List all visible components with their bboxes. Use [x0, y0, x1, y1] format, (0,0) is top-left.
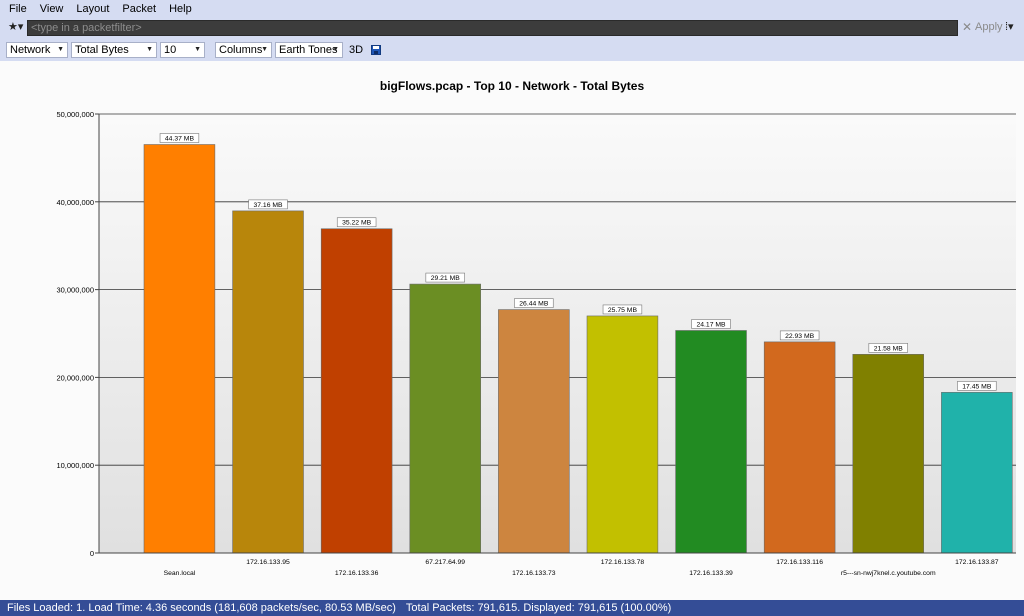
palette-select-value: Earth Tones: [279, 44, 338, 56]
save-icon[interactable]: [371, 45, 381, 55]
data-label-box: [514, 298, 554, 308]
bar: [941, 392, 1013, 554]
y-tick-label: 0: [90, 549, 94, 558]
chart-panel: bigFlows.pcap - Top 10 - Network - Total…: [0, 61, 1024, 600]
y-tick-label: 30,000,000: [56, 286, 94, 295]
x-axis-ticks: Sean.local 172.16.133.95 172.16.133.36 67.2…: [164, 559, 999, 577]
data-label-box: [159, 133, 200, 143]
layer-select-value: Network: [10, 44, 51, 56]
filter-bar: ★▾ <type in a packetfilter> ✕ Apply ⁞▾: [0, 17, 1024, 39]
bar: [409, 283, 481, 554]
chevron-down-icon: ▼: [261, 46, 268, 53]
data-label-box: [602, 304, 643, 315]
x-tick-label: 172.16.133.78: [601, 559, 645, 566]
packet-filter-input[interactable]: <type in a packetfilter>: [27, 20, 958, 36]
data-label: 37.16 MB: [253, 202, 283, 209]
x-tick-label: 67.217.64.99: [425, 559, 465, 566]
top-n-select-value: 10: [164, 44, 177, 56]
y-tick-label: 20,000,000: [56, 373, 94, 382]
menu-layout[interactable]: Layout: [76, 2, 110, 15]
data-label: 35.22 MB: [342, 220, 372, 227]
x-tick-label: 172.16.133.87: [955, 559, 999, 566]
x-tick-label: Sean.local: [164, 570, 196, 577]
bar-chart: bigFlows.pcap - Top 10 - Network - Total…: [56, 79, 1016, 577]
y-axis-ticks: 0 10,000,000 20,000,000 30,000,000 40,000,00…: [56, 110, 99, 558]
data-labels: 44.37 MB 37.16 MB 35.22 MB 29.21 MB 26.44 MB…: [159, 133, 997, 391]
data-label: 25.75 MB: [608, 307, 638, 314]
x-tick-label: 172.16.133.73: [512, 570, 556, 577]
bar: [143, 144, 216, 554]
saved-filters-star-icon[interactable]: ★▾: [8, 21, 24, 33]
metric-select-value: Total Bytes: [75, 44, 129, 56]
chart-toolbar: Network ▼ Total Bytes ▼ 10 ▼ Columns ▼ E…: [0, 39, 1024, 61]
menu-help[interactable]: Help: [169, 2, 192, 15]
y-tick-label: 50,000,000: [56, 110, 94, 119]
y-tick-label: 40,000,000: [56, 198, 94, 207]
status-packet-count: Total Packets: 791,615. Displayed: 791,6…: [405, 602, 672, 614]
data-label: 17.45 MB: [962, 383, 992, 390]
clear-filter-icon[interactable]: ✕: [962, 20, 973, 34]
data-label: 24.17 MB: [696, 321, 726, 328]
apply-filter-button[interactable]: Apply: [975, 21, 1003, 33]
data-label: 26.44 MB: [519, 301, 549, 308]
data-label: 22.93 MB: [785, 333, 815, 340]
chevron-down-icon: ▼: [332, 46, 339, 53]
bar: [586, 315, 659, 554]
data-label-box: [336, 217, 377, 228]
bar: [763, 341, 836, 554]
y-tick-label: 10,000,000: [56, 461, 94, 470]
chevron-down-icon: ▼: [146, 46, 153, 53]
data-label-box: [248, 199, 288, 210]
x-tick-label: 172.16.133.36: [335, 570, 379, 577]
bar: [232, 210, 304, 554]
menu-file[interactable]: File: [9, 2, 27, 15]
status-bar: Files Loaded: 1. Load Time: 4.36 seconds…: [0, 600, 1024, 616]
data-label: 29.21 MB: [431, 275, 461, 282]
chevron-down-icon: ▼: [57, 46, 64, 53]
bar: [852, 354, 924, 554]
chart-title: bigFlows.pcap - Top 10 - Network - Total…: [380, 79, 645, 93]
filter-options-icon[interactable]: ⁞▾: [1005, 21, 1014, 33]
bar: [675, 330, 747, 554]
bar: [498, 309, 570, 554]
top-n-select[interactable]: 10 ▼: [160, 42, 205, 58]
chevron-down-icon: ▼: [194, 46, 201, 53]
data-label-box: [957, 381, 997, 391]
chart-style-select[interactable]: Columns ▼: [215, 42, 272, 58]
data-label-box: [868, 343, 908, 353]
toggle-3d-button[interactable]: 3D: [349, 44, 364, 56]
status-files-loaded: Files Loaded: 1. Load Time: 4.36 seconds…: [7, 602, 396, 614]
palette-select[interactable]: Earth Tones ▼: [275, 42, 343, 58]
data-label: 21.58 MB: [874, 345, 904, 352]
bars: [143, 144, 1013, 554]
menu-view[interactable]: View: [39, 2, 64, 15]
layer-select[interactable]: Network ▼: [6, 42, 68, 58]
chart-style-select-value: Columns: [219, 44, 263, 56]
menu-bar: File View Layout Packet Help: [0, 0, 1024, 17]
x-tick-label: 172.16.133.116: [776, 559, 823, 566]
bar: [320, 228, 393, 554]
menu-packet[interactable]: Packet: [122, 2, 157, 15]
data-label-box: [425, 272, 465, 283]
data-label: 44.37 MB: [165, 136, 195, 143]
data-label-box: [779, 330, 820, 341]
x-tick-label: 172.16.133.39: [689, 570, 733, 577]
x-tick-label: r5---sn-nwj7knel.c.youtube.com: [841, 570, 936, 577]
metric-select[interactable]: Total Bytes ▼: [71, 42, 157, 58]
x-tick-label: 172.16.133.95: [246, 559, 290, 566]
data-label-box: [691, 319, 731, 329]
